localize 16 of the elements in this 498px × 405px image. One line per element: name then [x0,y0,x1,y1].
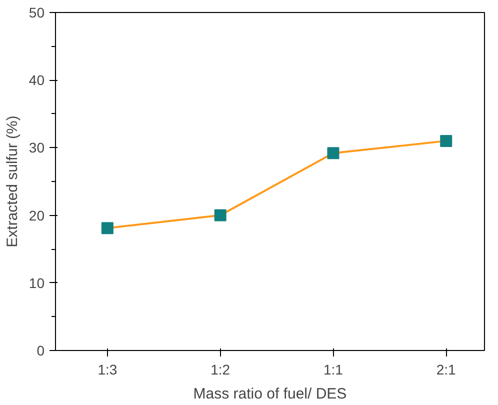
y-tick-label: 0 [36,342,45,358]
y-tick-label: 10 [28,274,45,291]
point [214,209,226,222]
point [327,147,340,160]
y-tick-label: 30 [28,140,45,156]
y-axis-title: Extracted sulfur (%) [4,116,21,248]
point [101,222,114,234]
y-tick-label: 40 [28,72,45,88]
x-tick-label: 1:2 [210,362,230,378]
x-tick-label: 1:3 [98,362,118,378]
y-tick-label: 50 [28,4,45,20]
x-tick-label: 1:1 [323,362,344,378]
y-tick-label: 20 [28,207,45,224]
x-tick-label: 2:1 [436,362,456,378]
x-axis-title: Mass ratio of fuel/ DES [193,386,347,402]
point [440,134,452,147]
